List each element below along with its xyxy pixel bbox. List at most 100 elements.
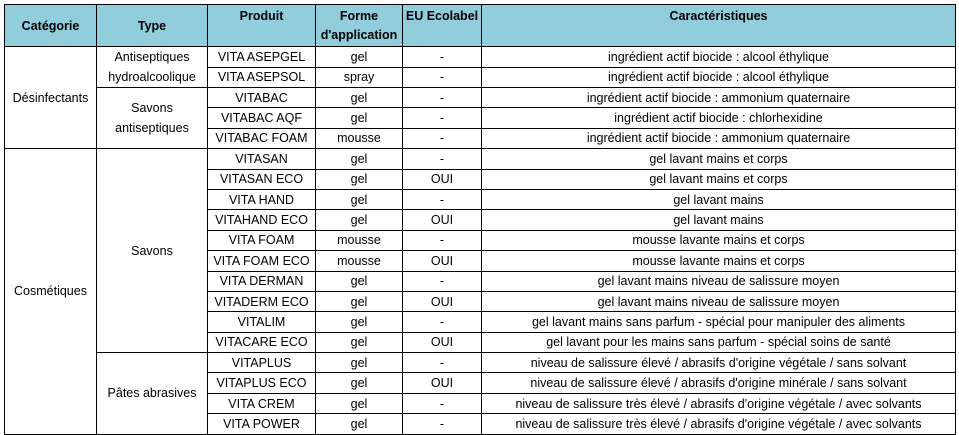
table-row: VITADERM ECO gel OUI gel lavant mains ni… xyxy=(5,290,956,313)
table-row: VITASAN ECO gel OUI gel lavant mains et … xyxy=(5,168,956,190)
ecolabel-cell: OUI xyxy=(402,209,482,231)
type-cell: Pâtes abrasives xyxy=(96,352,208,435)
ecolabel-cell: - xyxy=(402,148,482,170)
caracteristiques-cell: gel lavant mains xyxy=(481,188,956,211)
header-row: Catégorie Type Produit Forme d'applicati… xyxy=(4,4,956,47)
table-row: VITABAC FOAM mousse - ingrédient actif b… xyxy=(5,127,956,150)
forme-cell: gel xyxy=(315,209,403,231)
header-caracteristiques: Caractéristiques xyxy=(481,4,956,47)
forme-cell: mousse xyxy=(315,229,403,252)
caracteristiques-cell: ingrédient actif biocide : ammonium quat… xyxy=(481,86,956,109)
produit-cell: VITASAN xyxy=(207,148,316,170)
table-row: Savons antiseptiques VITABAC gel - ingré… xyxy=(5,86,956,150)
table-row: VITA FOAM ECO mousse OUI mousse lavante … xyxy=(5,250,956,272)
table-row: VITALIM gel - gel lavant mains sans parf… xyxy=(5,311,956,333)
ecolabel-cell: - xyxy=(402,392,482,415)
produit-cell: VITABAC xyxy=(207,86,316,109)
caracteristiques-cell: niveau de salissure élevé / abrasifs d'o… xyxy=(481,352,956,374)
produit-cell: VITABAC AQF xyxy=(207,107,316,129)
caracteristiques-cell: gel lavant pour les mains sans parfum - … xyxy=(481,331,956,354)
ecolabel-cell: - xyxy=(402,229,482,252)
forme-cell: gel xyxy=(315,352,403,374)
caracteristiques-cell: mousse lavante mains et corps xyxy=(481,229,956,252)
ecolabel-cell: - xyxy=(402,270,482,292)
forme-cell: gel xyxy=(315,148,403,170)
category-cell: Cosmétiques xyxy=(4,148,97,435)
caracteristiques-cell: ingrédient actif biocide : alcool éthyli… xyxy=(481,66,956,88)
table-row: Désinfectants Antiseptiques hydroalcooli… xyxy=(4,45,956,150)
produit-cell: VITA FOAM xyxy=(207,229,316,252)
table-row: Pâtes abrasives VITAPLUS gel - niveau de… xyxy=(5,352,956,435)
ecolabel-cell: - xyxy=(402,127,482,150)
forme-cell: gel xyxy=(315,107,403,129)
table-row: VITAPLUS ECO gel OUI niveau de salissure… xyxy=(5,372,956,394)
caracteristiques-cell: gel lavant mains niveau de salissure moy… xyxy=(481,290,956,313)
header-forme: Forme d'application xyxy=(315,4,403,47)
ecolabel-cell: - xyxy=(402,352,482,374)
forme-cell: gel xyxy=(315,168,403,190)
header-ecolabel: EU Ecolabel xyxy=(402,4,482,47)
category-cell: Désinfectants xyxy=(4,45,97,150)
type-cell: Antiseptiques hydroalcoolique xyxy=(96,46,208,88)
ecolabel-cell: - xyxy=(402,46,482,68)
caracteristiques-cell: gel lavant mains sans parfum - spécial p… xyxy=(481,311,956,333)
table-row: VITACARE ECO gel OUI gel lavant pour les… xyxy=(5,331,956,354)
caracteristiques-cell: niveau de salissure très élevé / abrasif… xyxy=(481,392,956,415)
forme-cell: gel xyxy=(315,331,403,354)
table-row: VITA FOAM mousse - mousse lavante mains … xyxy=(5,229,956,252)
caracteristiques-cell: gel lavant mains xyxy=(481,209,956,231)
caracteristiques-cell: ingrédient actif biocide : chlorhexidine xyxy=(481,107,956,129)
header-categorie: Catégorie xyxy=(4,4,97,47)
header-type: Type xyxy=(96,4,208,47)
ecolabel-cell: OUI xyxy=(402,168,482,190)
produit-cell: VITABAC FOAM xyxy=(207,127,316,150)
forme-cell: gel xyxy=(315,46,403,68)
header-produit: Produit xyxy=(207,4,316,47)
produit-cell: VITA ASEPGEL xyxy=(207,46,316,68)
caracteristiques-cell: ingrédient actif biocide : alcool éthyli… xyxy=(481,46,956,68)
forme-cell: mousse xyxy=(315,127,403,150)
produit-cell: VITAPLUS ECO xyxy=(207,372,316,394)
produit-cell: VITADERM ECO xyxy=(207,290,316,313)
caracteristiques-cell: gel lavant mains niveau de salissure moy… xyxy=(481,270,956,292)
produit-cell: VITA CREM xyxy=(207,392,316,415)
product-table-container: Catégorie Type Produit Forme d'applicati… xyxy=(4,4,956,435)
ecolabel-cell: - xyxy=(402,107,482,129)
produit-cell: VITA HAND xyxy=(207,188,316,211)
ecolabel-cell: - xyxy=(402,413,482,435)
table-row: Cosmétiques Savons VITASAN gel - gel lav… xyxy=(4,148,956,435)
forme-cell: gel xyxy=(315,86,403,109)
ecolabel-cell: OUI xyxy=(402,290,482,313)
ecolabel-cell: - xyxy=(402,188,482,211)
forme-cell: spray xyxy=(315,66,403,88)
ecolabel-cell: - xyxy=(402,86,482,109)
forme-cell: gel xyxy=(315,392,403,415)
produit-cell: VITA ASEPSOL xyxy=(207,66,316,88)
produit-cell: VITA FOAM ECO xyxy=(207,250,316,272)
forme-cell: gel xyxy=(315,188,403,211)
type-cell: Savons xyxy=(96,148,208,354)
produit-cell: VITA DERMAN xyxy=(207,270,316,292)
forme-cell: gel xyxy=(315,372,403,394)
forme-cell: gel xyxy=(315,270,403,292)
ecolabel-cell: OUI xyxy=(402,372,482,394)
forme-cell: gel xyxy=(315,290,403,313)
produit-cell: VITAHAND ECO xyxy=(207,209,316,231)
ecolabel-cell: - xyxy=(402,311,482,333)
produit-cell: VITACARE ECO xyxy=(207,331,316,354)
product-table: Catégorie Type Produit Forme d'applicati… xyxy=(4,4,956,435)
table-row: VITA POWER gel - niveau de salissure trè… xyxy=(5,413,956,435)
ecolabel-cell: OUI xyxy=(402,250,482,272)
forme-cell: gel xyxy=(315,311,403,333)
produit-cell: VITAPLUS xyxy=(207,352,316,374)
caracteristiques-cell: ingrédient actif biocide : ammonium quat… xyxy=(481,127,956,150)
ecolabel-cell: OUI xyxy=(402,331,482,354)
produit-cell: VITALIM xyxy=(207,311,316,333)
caracteristiques-cell: niveau de salissure très élevé / abrasif… xyxy=(481,413,956,435)
type-cell: Savons antiseptiques xyxy=(96,86,208,150)
produit-cell: VITA POWER xyxy=(207,413,316,435)
ecolabel-cell: - xyxy=(402,66,482,88)
caracteristiques-cell: gel lavant mains et corps xyxy=(481,168,956,190)
produit-cell: VITASAN ECO xyxy=(207,168,316,190)
caracteristiques-cell: gel lavant mains et corps xyxy=(481,148,956,170)
